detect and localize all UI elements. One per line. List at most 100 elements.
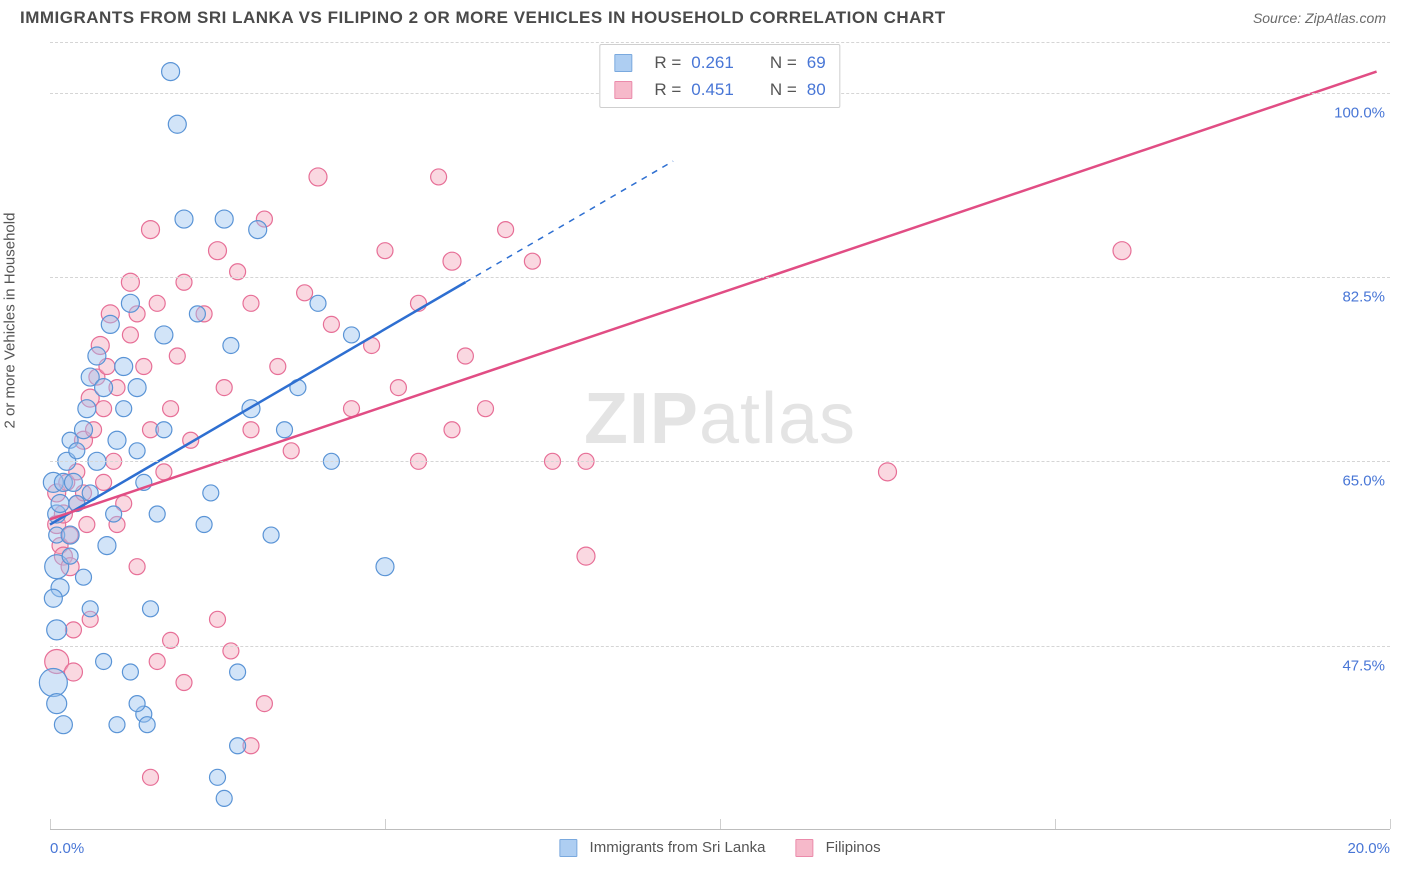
legend-item-filipinos: Filipinos (795, 839, 880, 857)
data-point (121, 273, 139, 291)
data-point (106, 506, 122, 522)
n-value-srilanka: 69 (807, 49, 826, 76)
data-point (149, 653, 165, 669)
data-point (142, 221, 160, 239)
r-value-srilanka: 0.261 (691, 49, 734, 76)
data-point (168, 115, 186, 133)
data-point (210, 611, 226, 627)
data-point (101, 315, 119, 333)
data-point (96, 474, 112, 490)
data-point (47, 620, 67, 640)
chart-title: IMMIGRANTS FROM SRI LANKA VS FILIPINO 2 … (20, 8, 946, 28)
data-point (62, 548, 78, 564)
data-point (444, 422, 460, 438)
data-point (143, 601, 159, 617)
data-point (297, 285, 313, 301)
data-point (88, 347, 106, 365)
data-point (223, 337, 239, 353)
n-value-filipinos: 80 (807, 76, 826, 103)
y-tick-label: 47.5% (1342, 657, 1385, 674)
data-point (230, 664, 246, 680)
legend-row-filipinos: R = 0.451 N = 80 (614, 76, 825, 103)
series-legend: Immigrants from Sri Lanka Filipinos (559, 839, 880, 857)
data-point (203, 485, 219, 501)
data-point (128, 379, 146, 397)
data-point (78, 400, 96, 418)
gridline-h (50, 461, 1390, 462)
x-tick (385, 819, 386, 829)
data-point (162, 63, 180, 81)
data-point (263, 527, 279, 543)
gridline-h (50, 42, 1390, 43)
data-point (75, 421, 93, 439)
data-point (310, 295, 326, 311)
data-point (61, 526, 79, 544)
data-point (210, 769, 226, 785)
data-point (243, 422, 259, 438)
data-point (390, 380, 406, 396)
data-point (344, 401, 360, 417)
data-point (377, 243, 393, 259)
data-point (44, 589, 62, 607)
data-point (51, 494, 69, 512)
source-label: Source: ZipAtlas.com (1253, 10, 1386, 26)
legend-row-srilanka: R = 0.261 N = 69 (614, 49, 825, 76)
data-point (189, 306, 205, 322)
correlation-legend: R = 0.261 N = 69 R = 0.451 N = 80 (599, 44, 840, 108)
data-point (79, 517, 95, 533)
data-point (122, 327, 138, 343)
data-point (283, 443, 299, 459)
data-point (176, 675, 192, 691)
data-point (323, 316, 339, 332)
data-point (129, 559, 145, 575)
y-tick-label: 100.0% (1334, 104, 1385, 121)
swatch-srilanka-icon (559, 839, 577, 857)
swatch-filipinos-icon (795, 839, 813, 857)
data-point (121, 294, 139, 312)
data-point (215, 210, 233, 228)
x-tick-right: 20.0% (1347, 840, 1390, 857)
data-point (82, 601, 98, 617)
data-point (196, 517, 212, 533)
data-point (309, 168, 327, 186)
data-point (376, 558, 394, 576)
y-tick-label: 82.5% (1342, 289, 1385, 306)
data-point (139, 717, 155, 733)
x-tick-left: 0.0% (50, 840, 84, 857)
r-value-filipinos: 0.451 (691, 76, 734, 103)
data-point (431, 169, 447, 185)
gridline-h (50, 646, 1390, 647)
data-point (69, 443, 85, 459)
data-point (443, 252, 461, 270)
data-point (163, 401, 179, 417)
data-point (54, 716, 72, 734)
data-point (249, 221, 267, 239)
data-point (270, 359, 286, 375)
data-point (136, 359, 152, 375)
data-point (95, 379, 113, 397)
x-tick (50, 819, 51, 829)
data-point (243, 295, 259, 311)
data-point (230, 738, 246, 754)
data-point (129, 443, 145, 459)
data-point (1113, 242, 1131, 260)
data-point (108, 431, 126, 449)
data-point (256, 696, 272, 712)
data-point (155, 326, 173, 344)
y-tick-label: 65.0% (1342, 473, 1385, 490)
data-point (116, 401, 132, 417)
data-point (498, 222, 514, 238)
trend-line (465, 161, 673, 282)
x-tick (1390, 819, 1391, 829)
data-point (115, 358, 133, 376)
data-point (175, 210, 193, 228)
swatch-filipinos (614, 81, 632, 99)
swatch-srilanka (614, 54, 632, 72)
data-point (577, 547, 595, 565)
data-point (122, 664, 138, 680)
data-point (149, 506, 165, 522)
x-tick (1055, 819, 1056, 829)
data-point (109, 717, 125, 733)
data-point (277, 422, 293, 438)
data-point (216, 790, 232, 806)
